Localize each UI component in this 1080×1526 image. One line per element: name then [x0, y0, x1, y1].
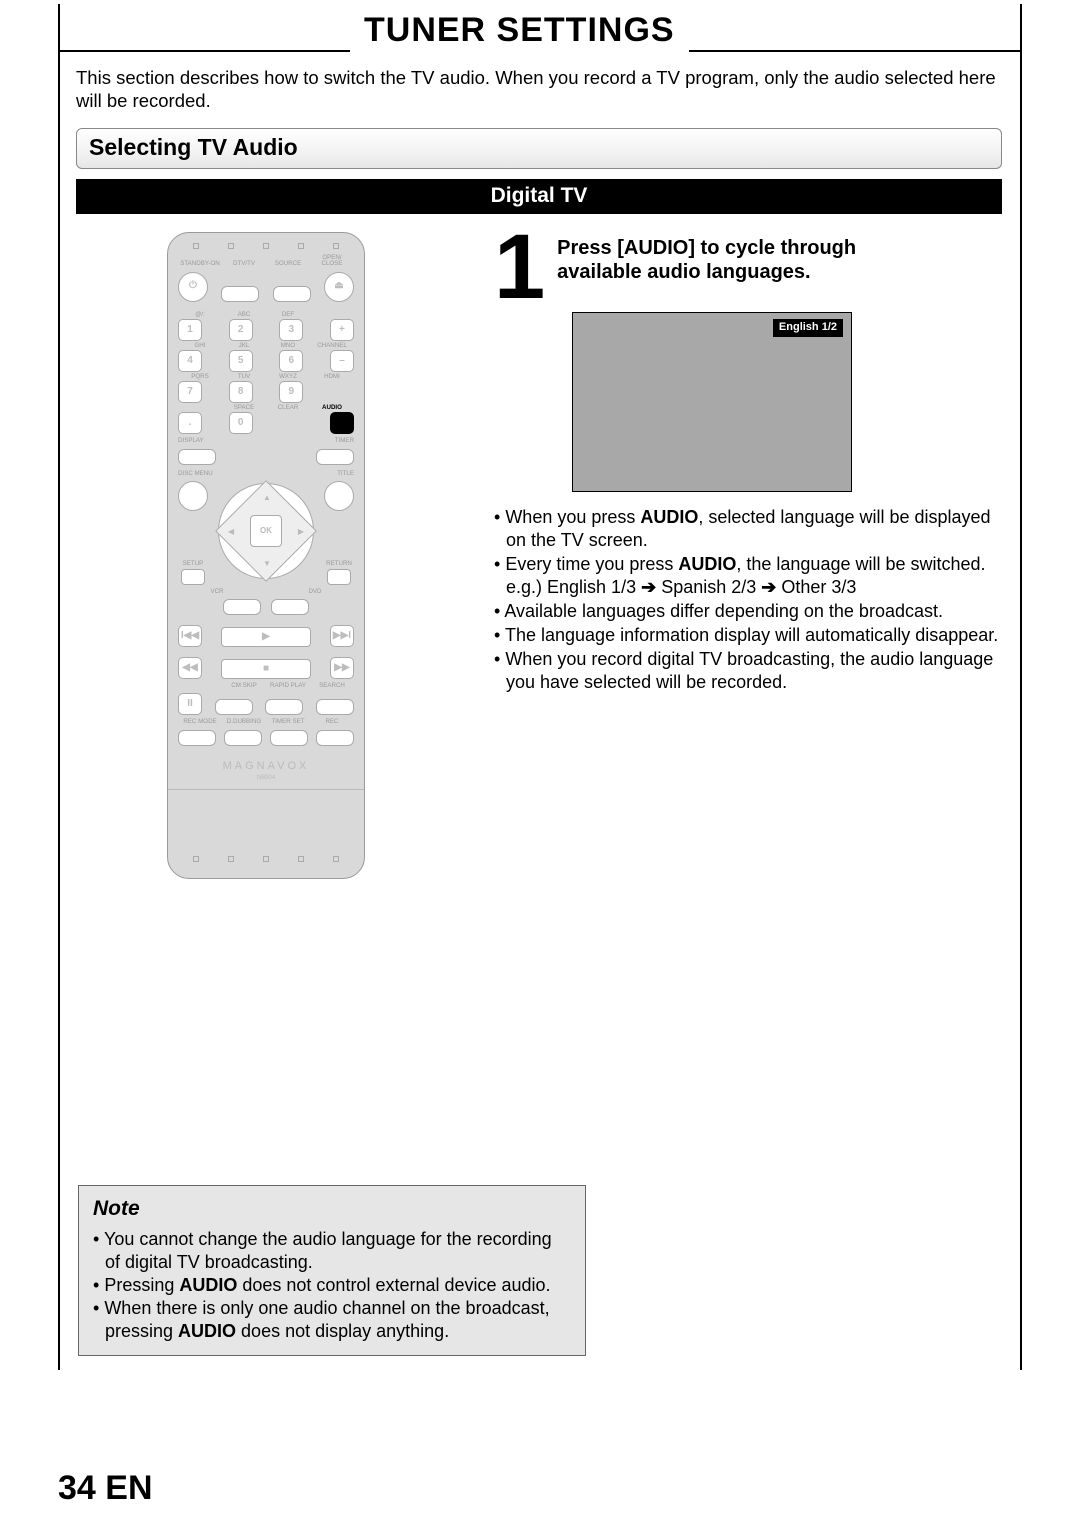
note-items: You cannot change the audio language for… — [93, 1228, 571, 1342]
source-button — [273, 286, 311, 302]
note-item: When there is only one audio channel on … — [93, 1297, 571, 1342]
section-bar: Digital TV — [76, 179, 1002, 214]
audio-button — [330, 412, 354, 434]
return-button — [327, 569, 351, 585]
bullet-item: When you record digital TV broadcasting,… — [494, 648, 1002, 694]
bullet-item: Available languages differ depending on … — [494, 600, 1002, 623]
vcr-button — [223, 599, 261, 615]
dpad: OK ▲ ▼ ◀ ▶ — [218, 483, 314, 579]
note-box: Note You cannot change the audio languag… — [78, 1185, 586, 1356]
page-frame: Tuner Settings This section describes ho… — [58, 4, 1022, 1370]
page-number: 34 EN — [58, 1469, 153, 1508]
note-title: Note — [93, 1196, 571, 1222]
title-bar: Tuner Settings — [60, 4, 1020, 52]
timer-button — [316, 449, 354, 465]
osd-label: English 1/2 — [773, 319, 843, 337]
step-line2: available audio languages. — [557, 260, 856, 284]
bullet-item: Every time you press AUDIO, the language… — [494, 553, 1002, 599]
step-line1: Press [AUDIO] to cycle through — [557, 236, 856, 260]
disc-menu-button — [178, 481, 208, 511]
step-number: 1 — [494, 232, 545, 304]
remote-brand: MAGNAVOX — [178, 760, 354, 774]
dtv-button — [221, 286, 259, 302]
bullet-item: When you press AUDIO, selected language … — [494, 506, 1002, 552]
setup-button — [181, 569, 205, 585]
osd-mock: English 1/2 — [572, 312, 852, 492]
intro-text: This section describes how to switch the… — [76, 66, 1002, 112]
note-item: You cannot change the audio language for… — [93, 1228, 571, 1273]
eject-button: ⏏ — [324, 272, 354, 302]
subheading: Selecting TV Audio — [76, 128, 1002, 169]
title-button — [324, 481, 354, 511]
note-item: Pressing AUDIO does not control external… — [93, 1274, 571, 1296]
remote-column: STANDBY-ONDTV/TVSOURCEOPEN/ CLOSE ⏻ ⏏ @/… — [76, 232, 456, 879]
step-1: 1 Press [AUDIO] to cycle through availab… — [494, 232, 1002, 304]
remote-illustration: STANDBY-ONDTV/TVSOURCEOPEN/ CLOSE ⏻ ⏏ @/… — [167, 232, 365, 879]
power-button: ⏻ — [178, 272, 208, 302]
dvd-button — [271, 599, 309, 615]
display-button — [178, 449, 216, 465]
step-bullets: When you press AUDIO, selected language … — [494, 506, 1002, 694]
page-title: Tuner Settings — [350, 11, 689, 52]
bullet-item: The language information display will au… — [494, 624, 1002, 647]
